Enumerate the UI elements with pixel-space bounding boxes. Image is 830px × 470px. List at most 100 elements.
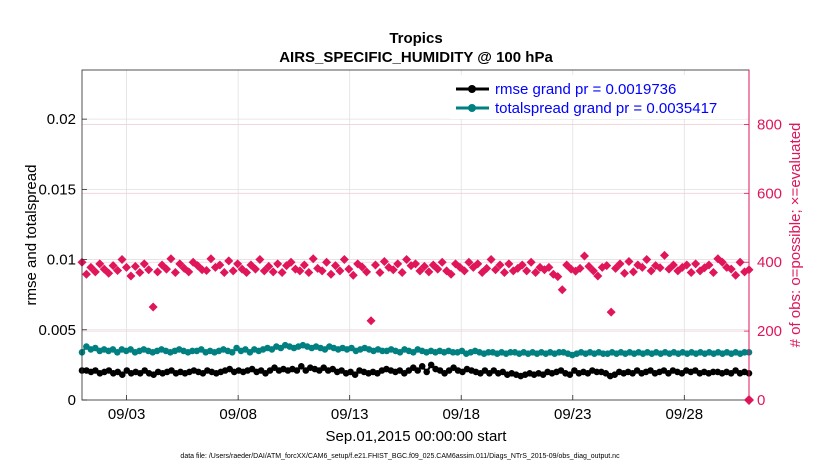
- obs-evaluated-point: [166, 254, 176, 264]
- obs-evaluated-point: [660, 250, 670, 260]
- rmse-point: [351, 371, 359, 379]
- y2-tick-label: 800: [757, 116, 782, 133]
- obs-evaluated-point: [388, 265, 398, 275]
- obs-evaluated-point: [326, 269, 336, 279]
- obs-evaluated-point: [646, 266, 656, 276]
- obs-evaluated-point: [615, 259, 625, 269]
- obs-evaluated-point: [544, 262, 554, 272]
- rmse-point: [119, 371, 126, 379]
- y2-tick-label: 400: [757, 254, 782, 271]
- obs-evaluated-point: [255, 254, 265, 264]
- legend-spread-marker: [468, 104, 476, 112]
- rmse-point: [566, 371, 574, 379]
- y-tick-label: 0.005: [38, 322, 76, 339]
- obs-evaluated-point: [411, 259, 420, 269]
- x-axis: 09/03 09/08 09/13 09/18 09/23 09/28: [108, 395, 703, 423]
- obs-evaluated-point: [264, 261, 274, 271]
- totalspread-point: [228, 349, 236, 356]
- obs-evaluated-point: [242, 268, 252, 278]
- obs-evaluated-point: [691, 259, 701, 269]
- obs-evaluated-point: [286, 257, 296, 267]
- rmse-point: [427, 361, 435, 369]
- obs-evaluated-point: [655, 263, 665, 273]
- obs-evaluated-point: [135, 268, 145, 278]
- obs-evaluated-point: [708, 268, 718, 278]
- obs-evaluated-point: [233, 259, 243, 269]
- y-tick-label: 0: [68, 392, 76, 409]
- obs-evaluated-point: [170, 268, 180, 278]
- obs-evaluated-point: [366, 316, 376, 326]
- obs-evaluated-point: [330, 261, 340, 271]
- y2-axis-label: # of obs: o=possible; ×=evaluated: [787, 123, 804, 348]
- y-tick-label: 0.01: [47, 252, 76, 269]
- chart-title: Tropics: [389, 30, 442, 47]
- obs-evaluated-point: [375, 268, 385, 278]
- obs-evaluated-point: [335, 266, 345, 276]
- rmse-point: [298, 363, 305, 370]
- obs-evaluated-point: [161, 264, 171, 274]
- obs-evaluated-point: [686, 268, 696, 278]
- obs-evaluated-point: [317, 266, 327, 276]
- obs-evaluated-point: [553, 272, 563, 282]
- obs-evaluated-point: [295, 266, 305, 276]
- obs-evaluated-point: [579, 251, 589, 261]
- obs-evaluated-point: [117, 254, 127, 264]
- obs-evaluated-point: [308, 254, 318, 264]
- obs-evaluated-point: [153, 267, 163, 277]
- obs-evaluated-point: [504, 259, 514, 269]
- rmse-point: [414, 367, 422, 374]
- rmse-point: [418, 363, 426, 370]
- obs-evaluated-point: [424, 267, 434, 277]
- obs-evaluated-point: [113, 265, 123, 275]
- obs-evaluated-point: [735, 257, 745, 267]
- obs-evaluated-point: [491, 265, 501, 275]
- y-axis-right: 0 200 400 600 800: [744, 70, 782, 409]
- obs-evaluated-point: [108, 261, 118, 271]
- obs-evaluated-point: [495, 260, 505, 270]
- x-tick-label: 09/03: [108, 406, 146, 423]
- obs-evaluated-point: [126, 271, 136, 281]
- y-axis-left: 0 0.005 0.01 0.015 0.02: [38, 111, 87, 409]
- rmse-point: [423, 368, 431, 376]
- obs-evaluated-point: [482, 263, 492, 273]
- obs-evaluated-point: [202, 265, 212, 275]
- obs-evaluated-point: [575, 263, 585, 273]
- obs-evaluated-point: [268, 267, 278, 277]
- obs-evaluated-point: [717, 257, 727, 267]
- footer-datafile: data file: /Users/raeder/DAI/ATM_forcXX/…: [180, 453, 620, 460]
- obs-evaluated-point: [104, 268, 114, 278]
- legend-rmse-label: rmse grand pr = 0.0019736: [495, 81, 676, 98]
- obs-evaluated-point: [704, 260, 714, 270]
- obs-evaluated-point: [90, 267, 100, 277]
- obs-evaluated-point: [397, 268, 407, 278]
- obs-evaluated-point: [273, 259, 283, 269]
- y-tick-label: 0.015: [38, 181, 76, 198]
- obs-evaluated-point: [526, 257, 536, 267]
- obs-evaluated-point: [250, 264, 260, 274]
- obs-evaluated-point: [322, 257, 332, 267]
- obs-evaluated-point: [619, 268, 629, 278]
- obs-evaluated-point: [433, 264, 443, 274]
- chart-subtitle: AIRS_SPECIFIC_HUMIDITY @ 100 hPa: [279, 49, 553, 66]
- obs-evaluated-point: [446, 269, 456, 279]
- obs-evaluated-point: [130, 261, 140, 271]
- obs-evaluated-point: [148, 302, 158, 312]
- obs-evaluated-point: [486, 254, 496, 264]
- obs-evaluated-point: [464, 257, 474, 267]
- x-tick-label: 09/28: [666, 406, 704, 423]
- x-tick-label: 09/08: [219, 406, 257, 423]
- obs-evaluated-point: [499, 268, 509, 278]
- obs-evaluated-point: [557, 285, 567, 295]
- x-tick-label: 09/18: [442, 406, 480, 423]
- obs-evaluated-point: [402, 254, 412, 264]
- obs-evaluated-point: [642, 254, 652, 264]
- obs-evaluated-point: [184, 267, 194, 277]
- obs-evaluated-point: [339, 254, 349, 264]
- obs-evaluated-point: [344, 264, 354, 274]
- obs-evaluated-point: [144, 265, 154, 275]
- obs-evaluated-point: [277, 268, 287, 278]
- obs-evaluated-point: [473, 259, 483, 269]
- obs-evaluated-point: [588, 266, 598, 276]
- obs-evaluated-point: [459, 266, 469, 276]
- obs-evaluated-point: [228, 266, 238, 276]
